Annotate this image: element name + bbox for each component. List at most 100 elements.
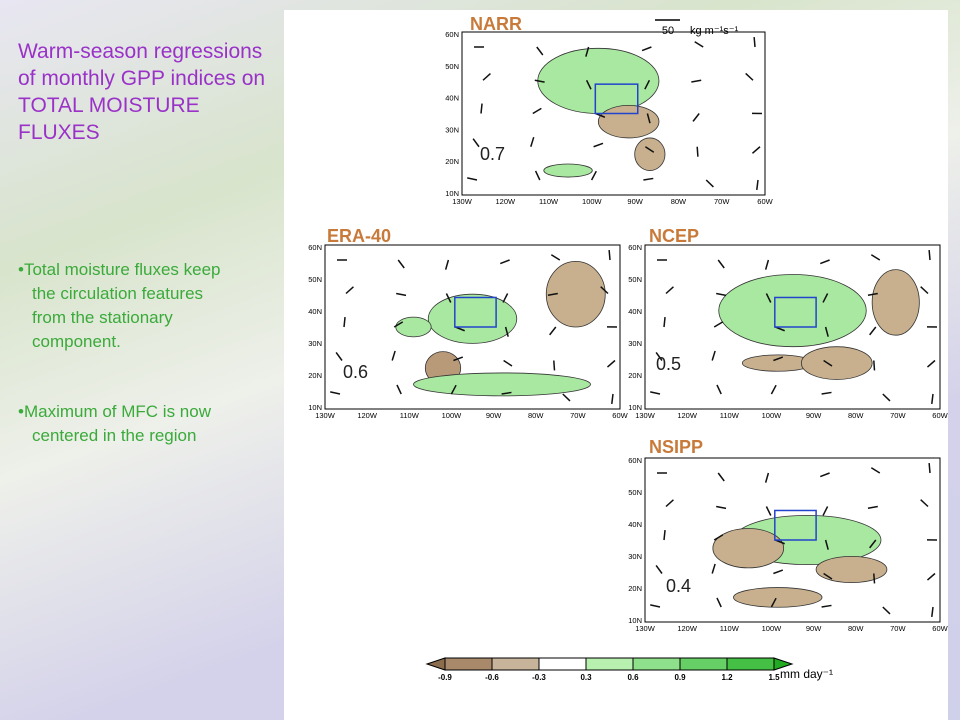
flux-vector — [691, 79, 702, 83]
lon-tick: 80W — [528, 411, 544, 420]
flux-vector — [532, 107, 542, 115]
flux-vector — [663, 529, 666, 541]
title-line: FLUXES — [18, 121, 100, 144]
flux-vector — [550, 254, 561, 261]
title-line: TOTAL MOISTURE — [18, 94, 200, 117]
flux-vector — [553, 360, 556, 371]
flux-vector — [882, 606, 891, 615]
lat-tick: 60N — [445, 30, 459, 39]
title-line: Warm-season regressions — [18, 40, 263, 63]
anomaly-region — [634, 137, 666, 171]
correlation-value: 0.7 — [480, 144, 505, 164]
flux-vector — [590, 170, 597, 181]
flux-vector — [655, 351, 663, 361]
region-box — [454, 296, 497, 328]
lat-tick: 40N — [628, 520, 642, 529]
colorbar-tick: 1.2 — [721, 673, 733, 682]
lon-tick: 100W — [762, 411, 783, 420]
lon-tick: 100W — [582, 197, 603, 206]
flux-vector — [713, 321, 724, 328]
flux-vector — [655, 564, 663, 574]
flux-vector — [696, 146, 699, 157]
flux-vector — [765, 506, 772, 516]
anomaly-region — [395, 316, 432, 338]
flux-vector — [665, 286, 674, 295]
flux-vector — [824, 539, 829, 550]
colorbar-segment — [679, 657, 728, 671]
lat-tick: 10N — [628, 403, 642, 412]
colorbar-tick: -0.9 — [438, 673, 452, 682]
vector-key-value: 50 — [662, 25, 674, 37]
panel-title: NSIPP — [649, 437, 703, 457]
region-box — [774, 509, 817, 541]
flux-vector — [501, 391, 512, 395]
lat-tick: 60N — [628, 243, 642, 252]
colorbar-segment — [444, 657, 493, 671]
flux-vector — [467, 177, 478, 181]
colorbar-tick: -0.6 — [485, 673, 499, 682]
lon-tick: 110W — [720, 624, 740, 633]
colorbar-segment — [773, 657, 794, 671]
lat-tick: 60N — [308, 243, 322, 252]
lon-tick: 130W — [635, 624, 656, 633]
flux-vector — [926, 359, 936, 368]
lat-tick: 20N — [628, 371, 642, 380]
flux-vector — [711, 350, 716, 361]
flux-vector — [869, 539, 877, 549]
lat-tick: 40N — [308, 307, 322, 316]
flux-vector — [482, 73, 491, 81]
flux-vector — [663, 316, 666, 328]
lon-tick: 80W — [848, 411, 864, 420]
flux-vector — [821, 391, 832, 395]
panel-title: NARR — [470, 14, 522, 34]
flux-vector — [928, 462, 931, 474]
anomaly-region — [800, 346, 873, 380]
flux-vector — [396, 292, 407, 297]
lon-tick: 130W — [635, 411, 656, 420]
lon-tick: 100W — [762, 624, 783, 633]
lon-tick: 60W — [932, 624, 948, 633]
colorbar-segment — [632, 657, 681, 671]
flux-vector — [608, 249, 611, 261]
flux-vector — [450, 384, 457, 395]
flux-vector — [641, 46, 652, 52]
flux-vector — [562, 393, 571, 402]
lat-tick: 60N — [628, 456, 642, 465]
lat-tick: 20N — [445, 157, 459, 166]
flux-vector — [480, 103, 483, 114]
lon-tick: 90W — [627, 197, 643, 206]
flux-vector — [716, 292, 727, 297]
flux-vector — [867, 292, 878, 296]
lon-tick: 70W — [890, 411, 906, 420]
flux-vector — [756, 179, 759, 191]
panel-title: NCEP — [649, 226, 699, 246]
flux-vector — [824, 326, 829, 337]
slide-title: Warm-season regressions of monthly GPP in… — [18, 38, 265, 146]
flux-vector — [716, 597, 722, 608]
lat-tick: 10N — [308, 403, 322, 412]
flux-vector — [445, 293, 452, 303]
flux-vector — [770, 597, 777, 608]
flux-vector — [650, 391, 661, 395]
flux-vector — [547, 292, 558, 296]
flux-vector — [499, 259, 510, 265]
flux-vector — [397, 259, 405, 269]
lat-tick: 50N — [445, 62, 459, 71]
flux-vector — [873, 360, 876, 371]
region-box — [594, 83, 639, 115]
anomaly-region — [712, 528, 785, 569]
anomaly-region — [427, 293, 518, 344]
lon-tick: 80W — [848, 624, 864, 633]
flux-vector — [716, 505, 727, 510]
flux-vector — [882, 393, 891, 402]
lon-tick: 110W — [539, 197, 559, 206]
lon-tick: 70W — [890, 624, 906, 633]
lat-tick: 50N — [308, 275, 322, 284]
anomaly-region — [543, 163, 593, 178]
flux-vector — [585, 46, 590, 57]
flux-vector — [650, 604, 661, 608]
bullet-line: the circulation features — [32, 284, 204, 303]
flux-vector — [713, 534, 724, 541]
bullet-line: component. — [32, 332, 121, 351]
